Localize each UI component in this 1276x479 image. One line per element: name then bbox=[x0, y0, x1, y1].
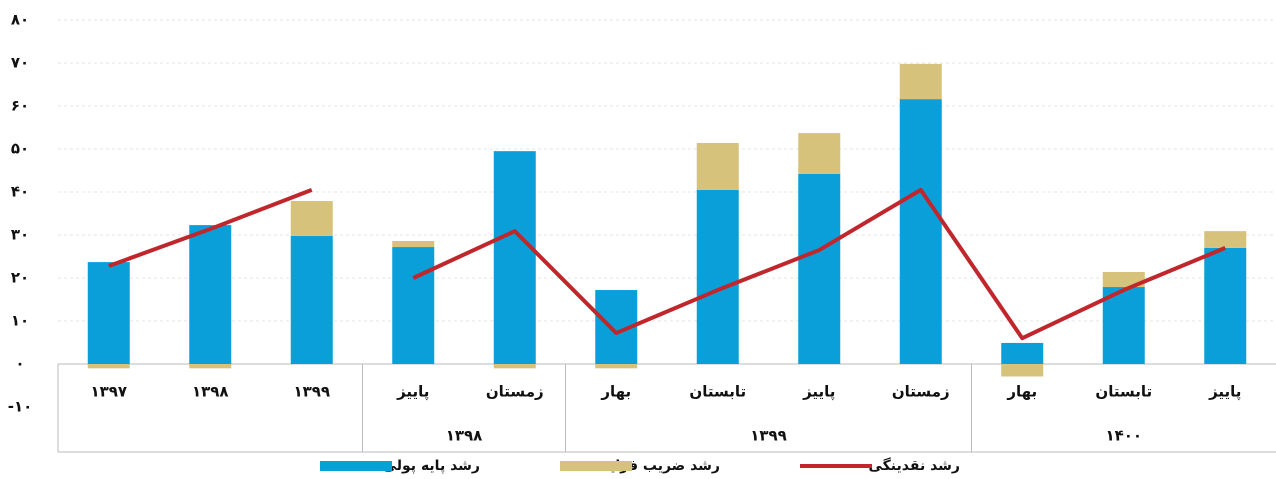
y-tick-label: ۸۰ bbox=[11, 11, 29, 29]
x-tick-label: تابستان bbox=[1095, 383, 1152, 401]
y-tick-label: ۶۰ bbox=[11, 97, 29, 115]
group-label: ۱۳۹۹ bbox=[750, 427, 787, 445]
x-tick-label: بهار bbox=[1006, 383, 1037, 401]
x-tick-label: پاییز bbox=[802, 383, 835, 402]
bar bbox=[189, 225, 232, 364]
x-tick-label: پاییز bbox=[396, 383, 429, 402]
bar bbox=[1204, 231, 1247, 248]
line bbox=[412, 187, 1227, 341]
legend-label: رشد نقدینگی bbox=[869, 457, 961, 474]
y-tick-label: -۱۰ bbox=[8, 398, 33, 416]
bar bbox=[1102, 271, 1145, 288]
x-tick-label: زمستان bbox=[486, 383, 544, 401]
bar bbox=[798, 173, 841, 364]
bar bbox=[798, 133, 841, 174]
bar bbox=[899, 99, 942, 365]
bar bbox=[696, 142, 739, 190]
bar bbox=[1204, 247, 1247, 364]
bar bbox=[696, 189, 739, 364]
bar bbox=[1001, 342, 1044, 364]
line bbox=[108, 187, 313, 268]
y-tick-label: ۰ bbox=[15, 355, 24, 373]
legend-swatch bbox=[560, 461, 632, 471]
bar bbox=[1102, 287, 1145, 364]
bar bbox=[290, 201, 333, 236]
y-tick-label: ۱۰ bbox=[11, 312, 29, 330]
bar bbox=[493, 364, 536, 369]
y-tick-label: ۲۰ bbox=[11, 269, 29, 287]
y-tick-label: ۷۰ bbox=[11, 54, 29, 72]
bar bbox=[899, 63, 942, 100]
bar bbox=[189, 364, 232, 369]
bar bbox=[493, 151, 536, 364]
legend-label: رشد پایه پولی bbox=[383, 458, 480, 474]
x-tick-label: ۱۳۹۷ bbox=[90, 383, 127, 401]
y-tick-label: ۴۰ bbox=[11, 183, 29, 201]
bar bbox=[392, 241, 435, 248]
y-tick-label: ۵۰ bbox=[11, 140, 29, 158]
bar bbox=[87, 262, 130, 364]
group-label: ۱۴۰۰ bbox=[1105, 427, 1142, 445]
bar bbox=[595, 364, 638, 369]
x-tick-label: بهار bbox=[600, 383, 631, 401]
bar bbox=[87, 364, 130, 369]
legend-swatch bbox=[320, 461, 392, 471]
group-label: ۱۳۹۸ bbox=[446, 427, 483, 445]
x-tick-label: زمستان bbox=[892, 383, 950, 401]
bar bbox=[290, 235, 333, 364]
x-tick-label: تابستان bbox=[689, 383, 746, 401]
y-tick-label: ۳۰ bbox=[11, 226, 29, 244]
x-tick-label: ۱۳۹۸ bbox=[192, 383, 229, 401]
bar bbox=[392, 247, 435, 364]
x-tick-label: پاییز bbox=[1208, 383, 1241, 402]
x-tick-label: ۱۳۹۹ bbox=[293, 383, 330, 401]
bar bbox=[1001, 364, 1044, 377]
